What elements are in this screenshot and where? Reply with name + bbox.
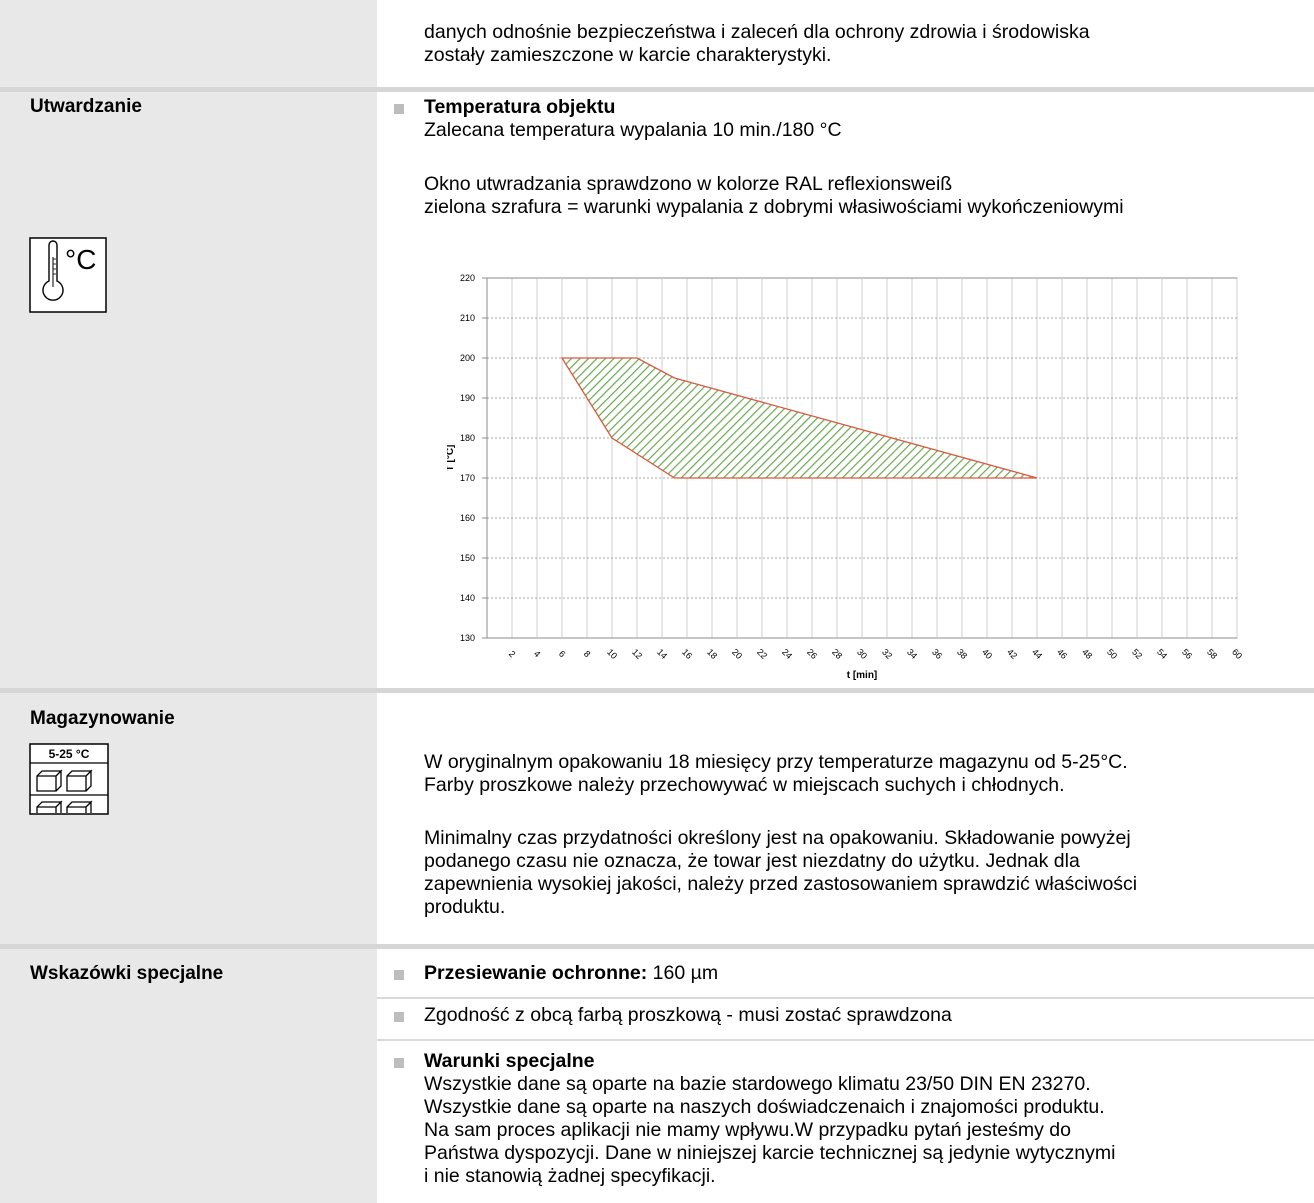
sieve-line: Przesiewanie ochronne: 160 µm <box>424 962 718 984</box>
x-tick-label: 38 <box>955 647 969 661</box>
sieve-label: Przesiewanie ochronne: <box>424 962 648 984</box>
x-tick-label: 48 <box>1080 647 1094 661</box>
storage-icon-text: 5-25 °C <box>49 747 90 761</box>
top-section: danych odnośnie bezpieczeństwa i zaleceń… <box>0 0 1314 87</box>
curing-line-3: zielona szrafura = warunki wypalania z d… <box>424 196 1124 218</box>
y-tick-label: 220 <box>460 273 475 283</box>
x-tick-label: 16 <box>680 647 694 661</box>
divider <box>0 87 1314 92</box>
storage-section: Magazynowanie 5-25 °C W oryginalnym opak… <box>0 693 1314 944</box>
storage-line-1: W oryginalnym opakowaniu 18 miesięcy prz… <box>424 751 1128 773</box>
special-heading: Warunki specjalne <box>424 1050 595 1072</box>
x-tick-label: 14 <box>655 647 669 661</box>
x-tick-label: 18 <box>705 647 719 661</box>
x-axis-label: t [min] <box>847 670 878 681</box>
bullet <box>394 1058 404 1068</box>
warehouse-icon: 5-25 °C <box>29 743 109 820</box>
y-tick-label: 160 <box>460 513 475 523</box>
x-tick-label: 58 <box>1205 647 1219 661</box>
x-tick-label: 4 <box>532 649 543 660</box>
y-tick-label: 190 <box>460 393 475 403</box>
x-tick-label: 56 <box>1180 647 1194 661</box>
special-line-5: i nie stanowią żadnej specyfikacji. <box>424 1165 716 1187</box>
divider <box>377 997 1314 999</box>
x-tick-label: 44 <box>1030 647 1044 661</box>
x-tick-label: 32 <box>880 647 894 661</box>
storage-label: Magazynowanie <box>30 708 175 729</box>
x-tick-label: 60 <box>1230 647 1244 661</box>
x-tick-label: 46 <box>1055 647 1069 661</box>
special-label-column: Wskazówki specjalne <box>0 949 377 1203</box>
divider <box>0 944 1314 949</box>
x-tick-label: 40 <box>980 647 994 661</box>
x-tick-label: 22 <box>755 647 769 661</box>
top-label-column <box>0 0 377 87</box>
y-tick-label: 130 <box>460 633 475 643</box>
sieve-value: 160 µm <box>647 962 719 984</box>
y-tick-label: 140 <box>460 593 475 603</box>
storage-content: W oryginalnym opakowaniu 18 miesięcy prz… <box>377 693 1314 944</box>
curing-section: Utwardzanie °C Temperatura objektu Zalec… <box>0 92 1314 688</box>
thermometer-icon: °C <box>29 237 107 318</box>
special-line-1: Wszystkie dane są oparte na bazie stardo… <box>424 1073 1091 1095</box>
x-tick-label: 34 <box>905 647 919 661</box>
special-heading-text: Warunki specjalne <box>424 1050 595 1072</box>
storage-p2-line-4: produktu. <box>424 896 506 918</box>
curing-line-1: Zalecana temperatura wypalania 10 min./1… <box>424 119 842 141</box>
storage-line-2: Farby proszkowe należy przechowywać w mi… <box>424 774 1065 796</box>
special-line-4: Państwa dyspozycji. Dane w niniejszej ka… <box>424 1142 1116 1164</box>
x-tick-label: 30 <box>855 647 869 661</box>
cure-window-area <box>560 357 1038 479</box>
curing-label-column: Utwardzanie °C <box>0 92 377 688</box>
x-tick-label: 52 <box>1130 647 1144 661</box>
x-tick-label: 8 <box>582 649 593 660</box>
storage-label-column: Magazynowanie 5-25 °C <box>0 693 377 944</box>
bullet <box>394 1012 404 1022</box>
x-tick-label: 2 <box>507 649 518 660</box>
y-tick-label: 170 <box>460 473 475 483</box>
x-tick-label: 42 <box>1005 647 1019 661</box>
curing-heading-text: Temperatura objektu <box>424 96 616 118</box>
y-tick-label: 210 <box>460 313 475 323</box>
special-content: Przesiewanie ochronne: 160 µm Zgodność z… <box>377 949 1314 1203</box>
curing-line-2: Okno utwradzania sprawdzono w kolorze RA… <box>424 173 953 195</box>
curing-label: Utwardzanie <box>30 96 142 117</box>
curing-content: Temperatura objektu Zalecana temperatura… <box>377 92 1314 688</box>
y-tick-label: 200 <box>460 353 475 363</box>
y-tick-label: 180 <box>460 433 475 443</box>
x-tick-label: 50 <box>1105 647 1119 661</box>
x-tick-label: 12 <box>630 647 644 661</box>
x-tick-label: 26 <box>805 647 819 661</box>
top-line-1: danych odnośnie bezpieczeństwa i zaleceń… <box>424 21 1090 43</box>
x-tick-label: 28 <box>830 647 844 661</box>
special-label: Wskazówki specjalne <box>30 963 224 984</box>
x-tick-label: 54 <box>1155 647 1169 661</box>
x-tick-label: 6 <box>557 649 568 660</box>
x-tick-label: 36 <box>930 647 944 661</box>
y-axis-label: T [°C] <box>447 445 456 472</box>
divider <box>0 688 1314 693</box>
storage-p2-line-1: Minimalny czas przydatności określony je… <box>424 827 1131 849</box>
divider <box>377 1039 1314 1041</box>
special-section: Wskazówki specjalne Przesiewanie ochronn… <box>0 949 1314 1203</box>
y-tick-label: 150 <box>460 553 475 563</box>
bullet <box>394 104 404 114</box>
special-line-3: Na sam proces aplikacji nie mamy wpływu.… <box>424 1119 1071 1141</box>
top-content: danych odnośnie bezpieczeństwa i zaleceń… <box>377 0 1314 87</box>
curing-heading: Temperatura objektu <box>424 96 615 118</box>
bullet <box>394 970 404 980</box>
x-tick-label: 10 <box>605 647 619 661</box>
compat-line: Zgodność z obcą farbą proszkową - musi z… <box>424 1004 952 1026</box>
x-tick-label: 24 <box>780 647 794 661</box>
special-line-2: Wszystkie dane są oparte na naszych dośw… <box>424 1096 1105 1118</box>
storage-p2-line-3: zapewnienia wysokiej jakości, należy prz… <box>424 873 1138 895</box>
celsius-icon-text: °C <box>65 244 96 275</box>
x-tick-label: 20 <box>730 647 744 661</box>
storage-p2-line-2: podanego czasu nie oznacza, że towar jes… <box>424 850 1080 872</box>
top-line-2: zostały zamieszczone w karcie charaktery… <box>424 44 832 66</box>
